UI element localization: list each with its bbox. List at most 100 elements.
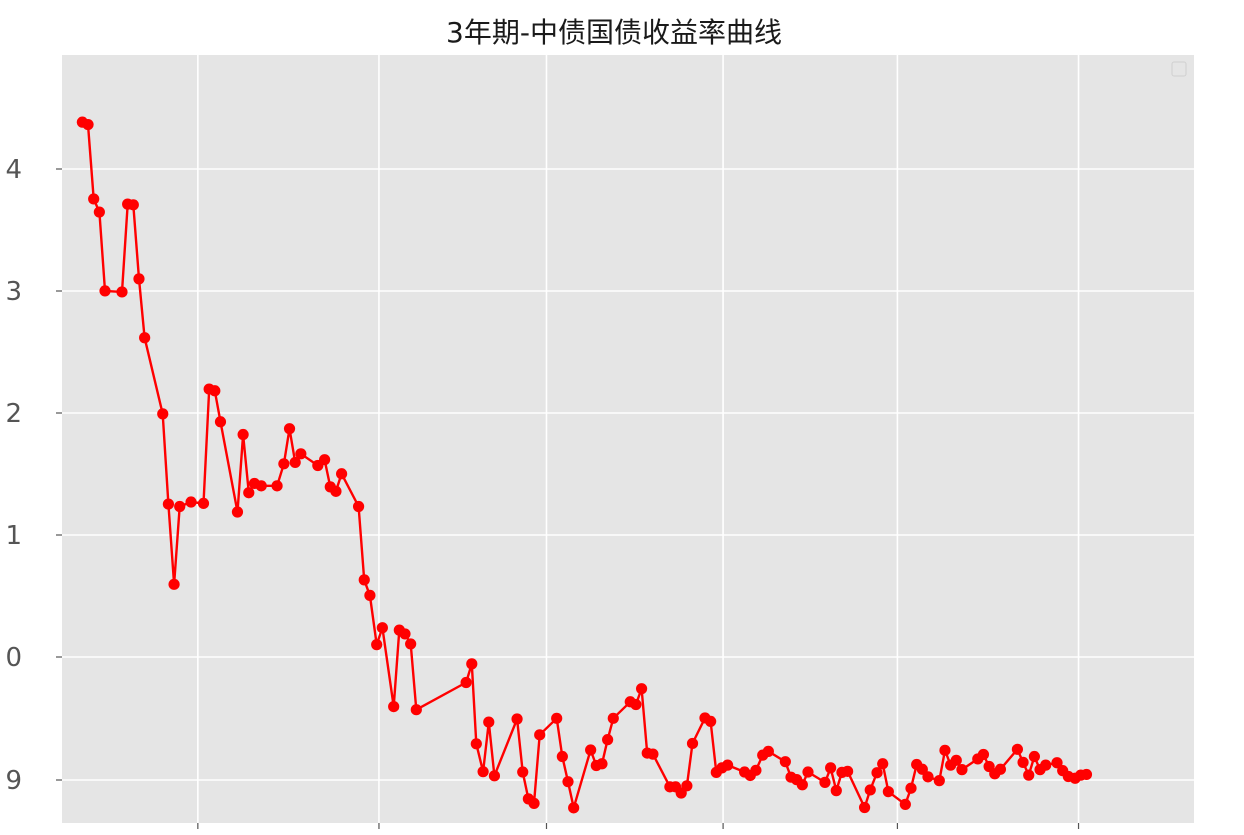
data-point bbox=[830, 785, 842, 797]
data-point bbox=[950, 754, 962, 766]
data-point bbox=[1023, 769, 1035, 781]
data-point bbox=[825, 762, 837, 774]
data-point bbox=[388, 700, 400, 713]
data-point bbox=[488, 770, 501, 782]
data-point bbox=[214, 416, 227, 428]
data-point bbox=[289, 456, 301, 469]
data-point bbox=[1017, 756, 1029, 768]
data-point bbox=[882, 786, 894, 798]
data-point bbox=[88, 193, 100, 205]
data-point bbox=[371, 639, 383, 651]
y-axis: 9 0 1 2 3 4 bbox=[5, 155, 62, 796]
data-point bbox=[460, 676, 472, 689]
data-point bbox=[82, 118, 94, 131]
data-point bbox=[376, 622, 388, 634]
data-point bbox=[602, 734, 614, 746]
data-point bbox=[352, 500, 365, 513]
data-point bbox=[127, 199, 139, 211]
data-point bbox=[905, 782, 917, 794]
data-point bbox=[243, 487, 255, 499]
data-point bbox=[517, 766, 529, 778]
data-point bbox=[466, 658, 478, 670]
chart-title: 3年期-中债国债收益率曲线 bbox=[446, 16, 782, 49]
legend bbox=[1171, 61, 1187, 77]
data-point bbox=[483, 716, 495, 728]
y-tick-label: 0 bbox=[5, 643, 22, 673]
data-point bbox=[686, 737, 699, 750]
data-point bbox=[585, 744, 597, 756]
data-point bbox=[1080, 768, 1093, 781]
data-point bbox=[796, 779, 808, 791]
data-point bbox=[237, 428, 249, 441]
data-point bbox=[295, 448, 307, 460]
data-point bbox=[635, 683, 648, 695]
data-point bbox=[255, 480, 267, 492]
data-point bbox=[133, 273, 145, 285]
data-point bbox=[681, 780, 693, 792]
data-point bbox=[551, 712, 563, 724]
y-tick-label: 1 bbox=[5, 521, 22, 551]
data-point bbox=[864, 784, 876, 796]
series-group bbox=[76, 116, 1093, 814]
data-point bbox=[358, 574, 370, 586]
data-point bbox=[977, 748, 990, 761]
data-point bbox=[802, 766, 814, 778]
data-point bbox=[271, 480, 283, 492]
data-point bbox=[157, 408, 169, 420]
data-point bbox=[116, 286, 128, 298]
data-point bbox=[630, 698, 642, 711]
data-point bbox=[562, 776, 574, 788]
data-point bbox=[470, 738, 482, 750]
data-point bbox=[607, 712, 619, 724]
data-point bbox=[477, 766, 489, 778]
data-point bbox=[899, 798, 911, 811]
data-point bbox=[933, 775, 945, 787]
data-point bbox=[534, 729, 546, 741]
y-tick-label: 9 bbox=[5, 766, 22, 796]
data-point bbox=[1040, 759, 1052, 771]
grid bbox=[62, 55, 1194, 823]
data-point bbox=[209, 385, 221, 397]
data-point bbox=[762, 745, 774, 757]
x-axis bbox=[197, 823, 1080, 829]
data-point bbox=[596, 758, 608, 770]
data-point bbox=[185, 496, 197, 508]
data-point bbox=[336, 468, 348, 480]
data-point bbox=[278, 458, 290, 470]
data-point bbox=[174, 500, 186, 513]
data-point bbox=[231, 506, 244, 518]
legend-box bbox=[1171, 61, 1187, 77]
data-point bbox=[842, 765, 854, 777]
data-point bbox=[399, 628, 411, 640]
y-tick-label: 3 bbox=[5, 277, 22, 307]
data-point bbox=[511, 713, 523, 725]
data-point bbox=[568, 802, 580, 814]
data-point bbox=[93, 206, 105, 218]
data-point bbox=[528, 797, 540, 809]
data-point bbox=[994, 763, 1007, 775]
data-point bbox=[405, 638, 417, 650]
y-tick-label: 2 bbox=[5, 399, 22, 429]
data-point bbox=[139, 332, 151, 344]
data-point bbox=[168, 578, 180, 590]
data-point bbox=[858, 801, 871, 814]
y-tick-label: 4 bbox=[5, 155, 22, 185]
data-point bbox=[877, 758, 889, 770]
data-point bbox=[410, 704, 422, 716]
data-point bbox=[1028, 750, 1040, 763]
data-point bbox=[1051, 757, 1063, 769]
data-point bbox=[319, 454, 331, 466]
data-point bbox=[939, 744, 951, 756]
data-point bbox=[705, 715, 717, 728]
data-point bbox=[364, 589, 376, 601]
data-point bbox=[819, 776, 831, 788]
data-point bbox=[956, 764, 968, 776]
data-point bbox=[647, 748, 659, 760]
chart-panel bbox=[62, 55, 1194, 823]
data-point bbox=[330, 485, 342, 497]
data-point bbox=[197, 497, 210, 510]
data-point bbox=[750, 764, 762, 776]
data-point bbox=[162, 498, 175, 510]
data-point bbox=[99, 285, 111, 297]
